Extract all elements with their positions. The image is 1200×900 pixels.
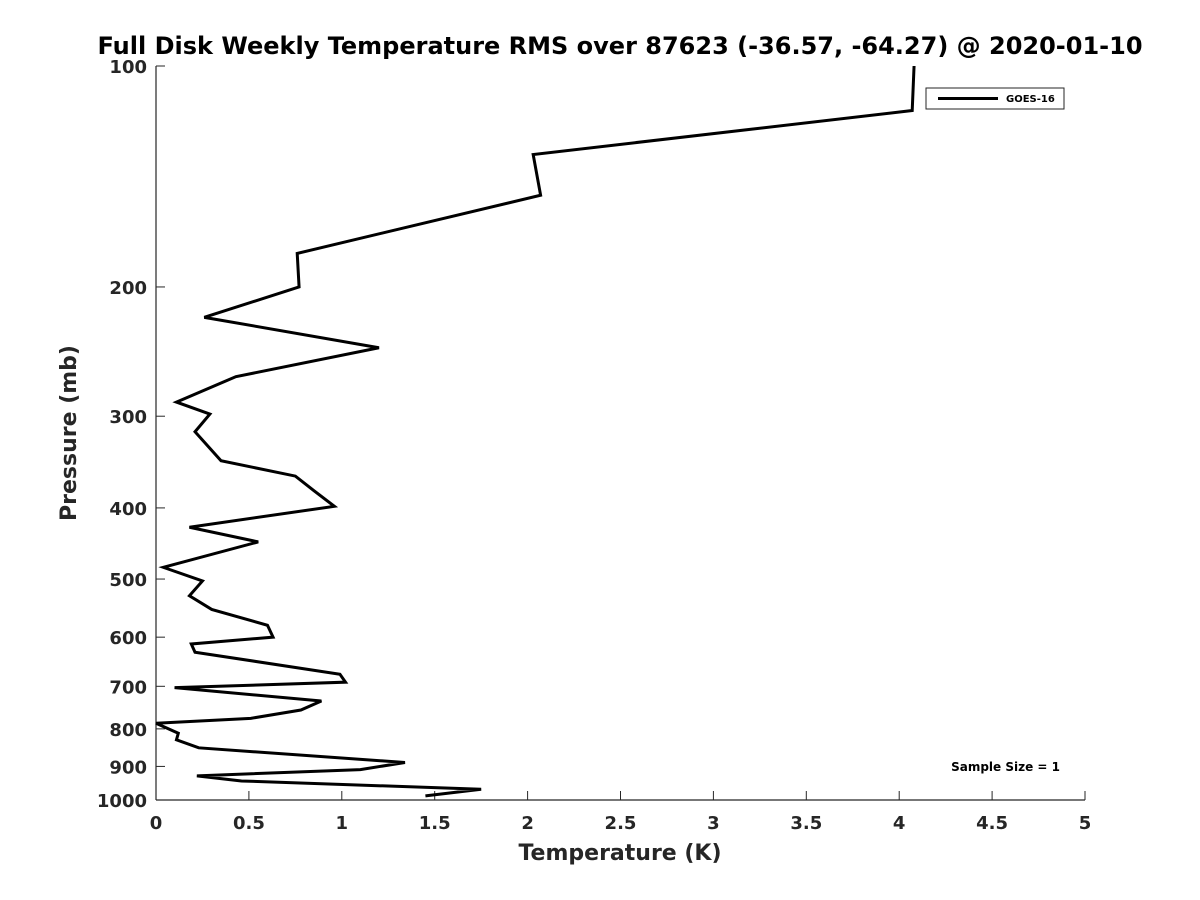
y-tick-label: 100 bbox=[109, 57, 147, 78]
x-ticks: 0 0.5 1 1.5 2 2.5 3 3.5 4 4.5 5 bbox=[150, 791, 1092, 834]
x-tick-label: 5 bbox=[1079, 813, 1092, 834]
y-tick-label: 800 bbox=[109, 720, 147, 741]
sample-size-annotation: Sample Size = 1 bbox=[951, 760, 1060, 774]
series-line-goes-16 bbox=[155, 65, 916, 798]
y-tick-label: 900 bbox=[109, 757, 147, 778]
y-ticks: 100 200 300 400 500 600 700 800 900 1000 bbox=[97, 57, 165, 812]
y-tick-label: 500 bbox=[109, 570, 147, 591]
y-tick-label: 700 bbox=[109, 677, 147, 698]
legend: GOES-16 bbox=[925, 87, 1065, 110]
x-tick-label: 4 bbox=[893, 813, 906, 834]
chart-title: Full Disk Weekly Temperature RMS over 87… bbox=[97, 32, 1142, 60]
y-tick-label: 600 bbox=[109, 628, 147, 649]
x-tick-label: 1 bbox=[336, 813, 349, 834]
x-axis-label: Temperature (K) bbox=[518, 841, 721, 866]
x-tick-label: 0.5 bbox=[233, 813, 265, 834]
y-tick-label: 300 bbox=[109, 407, 147, 428]
y-tick-label: 1000 bbox=[97, 791, 147, 812]
x-tick-label: 4.5 bbox=[976, 813, 1008, 834]
y-tick-label: 400 bbox=[109, 499, 147, 520]
x-tick-label: 3.5 bbox=[790, 813, 822, 834]
x-tick-label: 2 bbox=[521, 813, 534, 834]
series-layer bbox=[155, 65, 916, 798]
plot-area: 0 0.5 1 1.5 2 2.5 3 3.5 4 4.5 5 100 200 300 400 500 600… bbox=[97, 57, 1091, 834]
x-tick-label: 3 bbox=[707, 813, 720, 834]
x-tick-label: 1.5 bbox=[419, 813, 451, 834]
legend-label-goes-16: GOES-16 bbox=[1006, 94, 1055, 105]
y-tick-label: 200 bbox=[109, 278, 147, 299]
y-axis-label: Pressure (mb) bbox=[57, 345, 82, 521]
x-tick-label: 0 bbox=[150, 813, 163, 834]
x-tick-label: 2.5 bbox=[605, 813, 637, 834]
